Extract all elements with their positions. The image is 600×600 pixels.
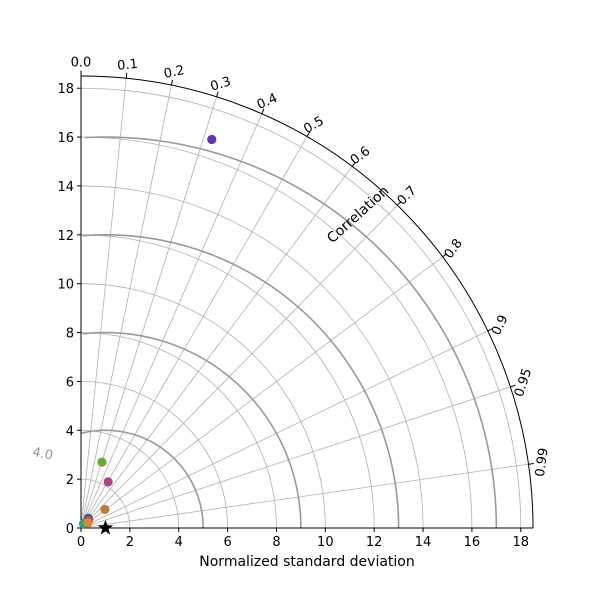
correlation-tick-mark [216, 91, 219, 97]
std-grid-arc [80, 478, 131, 529]
x-tick-label: 2 [126, 535, 134, 550]
y-tick-label: 10 [57, 278, 74, 293]
rms-contour-label: 4.0 [31, 445, 54, 464]
correlation-tick-mark [170, 79, 173, 86]
correlation-grid-line [80, 85, 172, 529]
y-tick-label: 0 [66, 522, 74, 537]
x-tick-label: 10 [317, 535, 334, 550]
correlation-tick-mark [351, 161, 356, 167]
x-axis-title: Normalized standard deviation [199, 554, 414, 570]
data-point [100, 504, 110, 515]
x-tick-label: 0 [77, 535, 85, 550]
correlation-tick-label: 0.2 [163, 63, 186, 82]
std-grid-arc [80, 87, 522, 529]
correlation-axis-title: Correlation [324, 183, 392, 247]
std-grid-arc [80, 381, 228, 529]
correlation-grid-line [80, 204, 398, 529]
correlation-tick-mark [510, 384, 516, 388]
correlation-grid-line [80, 463, 529, 529]
correlation-tick-mark [261, 108, 265, 114]
x-tick-label: 12 [366, 535, 383, 550]
y-tick-label: 2 [66, 473, 74, 488]
std-grid-arc [80, 136, 473, 529]
y-tick-label: 6 [66, 375, 74, 390]
correlation-tick-label: 0.1 [117, 57, 139, 74]
y-tick-label: 8 [66, 327, 74, 342]
y-tick-label: 12 [57, 229, 74, 244]
grid-layer [80, 76, 529, 529]
correlation-tick-label: 0.8 [442, 236, 466, 262]
data-point-layer [78, 134, 217, 535]
std-grid-arc [80, 185, 424, 529]
correlation-tick-label: 0.0 [71, 56, 92, 71]
correlation-tick-label: 0.99 [533, 447, 552, 478]
correlation-tick-mark [397, 201, 402, 206]
rms-contour [82, 234, 400, 529]
correlation-grid-line [80, 330, 488, 529]
std-grid-arc [80, 429, 180, 529]
x-tick-label: 18 [513, 535, 530, 550]
correlation-tick-label: 0.3 [209, 74, 233, 95]
correlation-grid-line [80, 136, 308, 529]
x-tick-label: 4 [175, 535, 183, 550]
correlation-tick-mark [306, 131, 311, 137]
rms-contour [82, 331, 302, 529]
correlation-grid-line [80, 386, 511, 529]
correlation-grid-line [80, 256, 443, 529]
data-point [103, 477, 113, 487]
std-grid-arc [80, 234, 375, 529]
y-tick-label: 18 [57, 82, 74, 97]
correlation-tick-mark [528, 462, 534, 465]
data-point [83, 518, 93, 528]
data-point [207, 134, 217, 145]
rms-contour [81, 429, 204, 529]
correlation-grid-line [80, 96, 217, 529]
y-tick-label: 4 [66, 424, 74, 439]
correlation-tick-label: 0.5 [301, 114, 326, 137]
correlation-tick-label: 0.6 [348, 144, 374, 168]
std-grid-arc [80, 332, 277, 529]
correlation-tick-mark [125, 72, 128, 79]
data-point [97, 457, 107, 467]
outer-correlation-arc [80, 75, 534, 529]
correlation-tick-label: 0.9 [489, 313, 512, 338]
correlation-tick-label: 0.95 [512, 367, 535, 399]
rms-contour-label-bg [24, 443, 61, 462]
reference-star [97, 520, 114, 535]
correlation-grid-line [80, 166, 353, 529]
correlation-tick-mark [487, 328, 493, 332]
rms-contour-layer: 4.08.012.016.0 [24, 136, 498, 529]
y-tick-label: 16 [57, 131, 74, 146]
correlation-tick-mark [442, 253, 448, 258]
correlation-grid-line [80, 78, 127, 529]
rms-contour [84, 136, 498, 529]
y-tick-label: 14 [57, 180, 74, 195]
x-tick-label: 6 [223, 535, 231, 550]
x-tick-label: 16 [464, 535, 481, 550]
x-tick-label: 14 [415, 535, 432, 550]
x-tick-label: 8 [272, 535, 280, 550]
correlation-grid-line [80, 113, 263, 529]
std-grid-arc [80, 283, 326, 529]
correlation-tick-label: 0.4 [255, 91, 280, 113]
